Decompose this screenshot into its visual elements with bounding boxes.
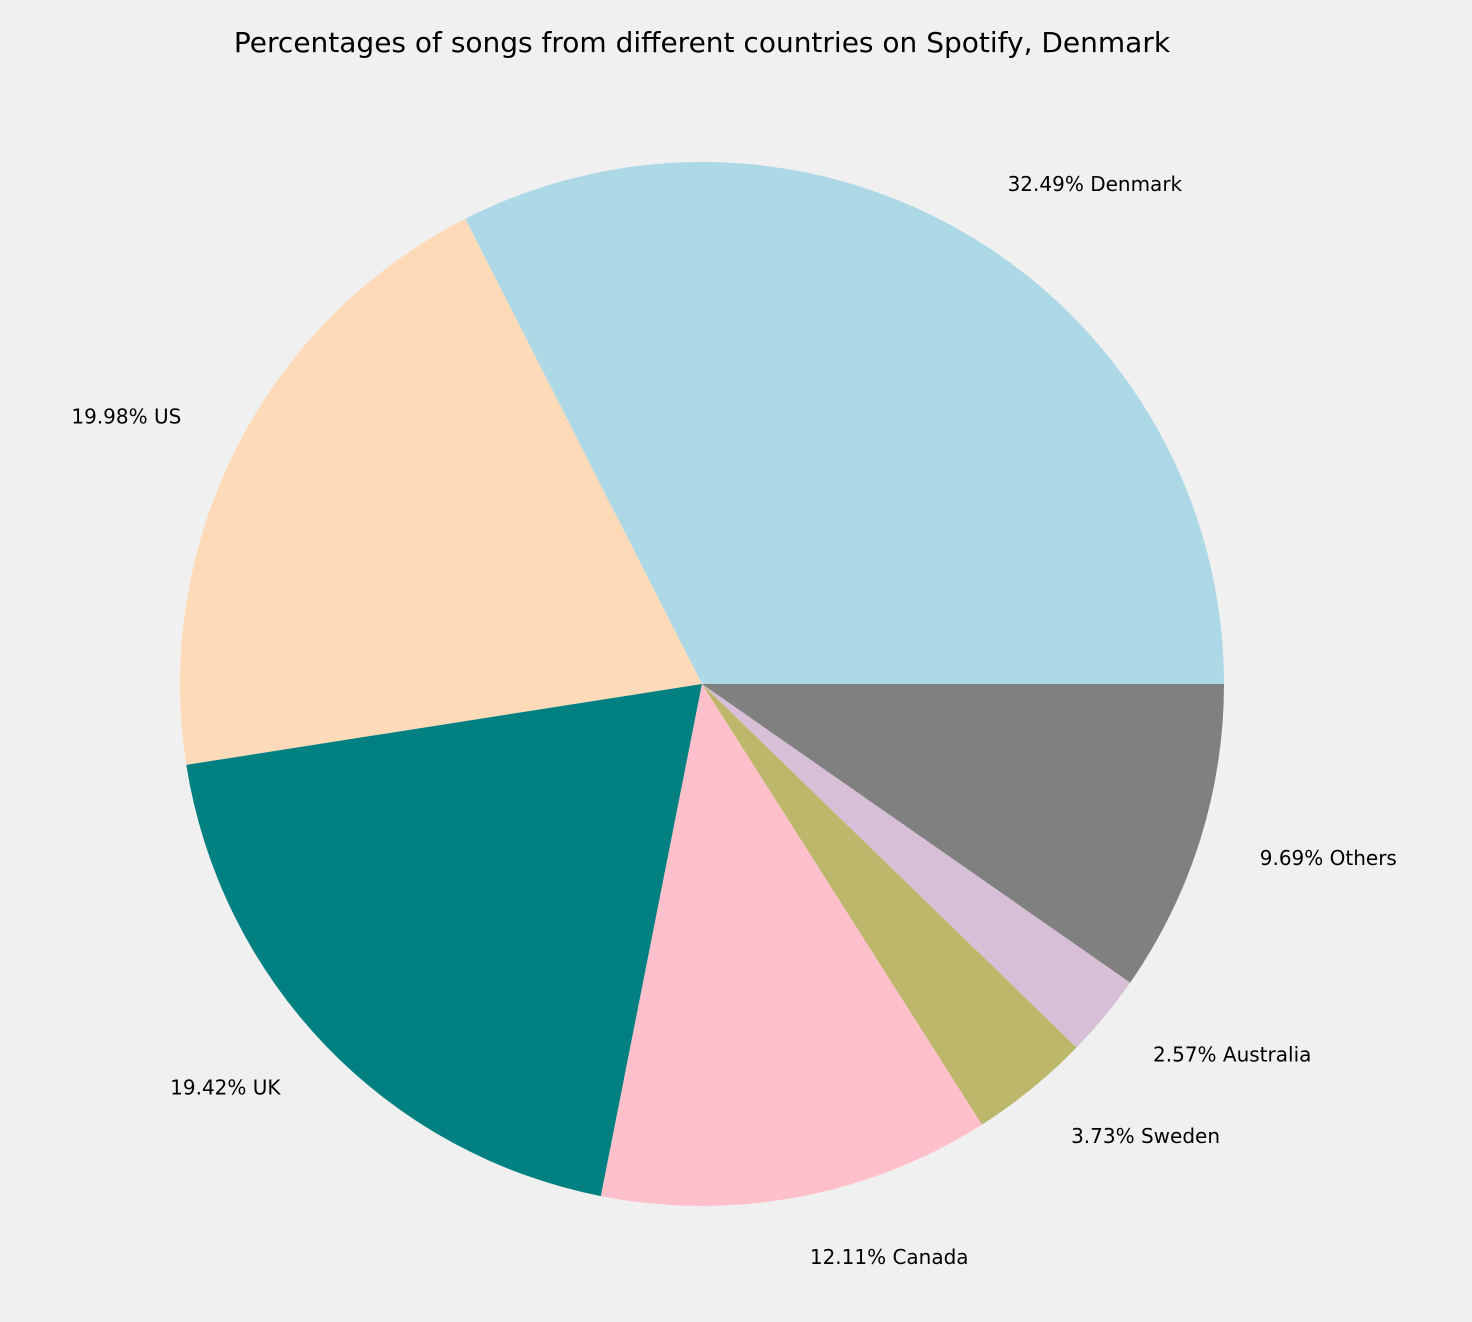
pie-slice-canada	[600, 684, 982, 1206]
pie-slice-us	[179, 218, 703, 765]
chart-title: Percentages of songs from different coun…	[234, 26, 1171, 59]
slice-label-sweden: 3.73% Sweden	[1071, 1124, 1220, 1148]
slice-label-australia: 2.57% Australia	[1153, 1042, 1311, 1066]
slice-label-denmark: 32.49% Denmark	[1008, 172, 1183, 196]
pie-slice-denmark	[465, 161, 1225, 684]
slice-label-others: 9.69% Others	[1260, 846, 1397, 870]
pie-slices	[179, 161, 1225, 1206]
pie-slice-australia	[702, 684, 1131, 1048]
pie-labels: 32.49% Denmark 19.98% US 19.42% UK 12.11% C…	[71, 172, 1396, 1269]
pie-slice-uk	[186, 684, 703, 1197]
slice-label-canada: 12.11% Canada	[810, 1245, 969, 1269]
pie-slice-sweden	[702, 684, 1077, 1125]
slice-label-us: 19.98% US	[71, 405, 181, 429]
slice-label-uk: 19.42% UK	[170, 1076, 281, 1100]
pie-slice-others	[702, 684, 1224, 983]
